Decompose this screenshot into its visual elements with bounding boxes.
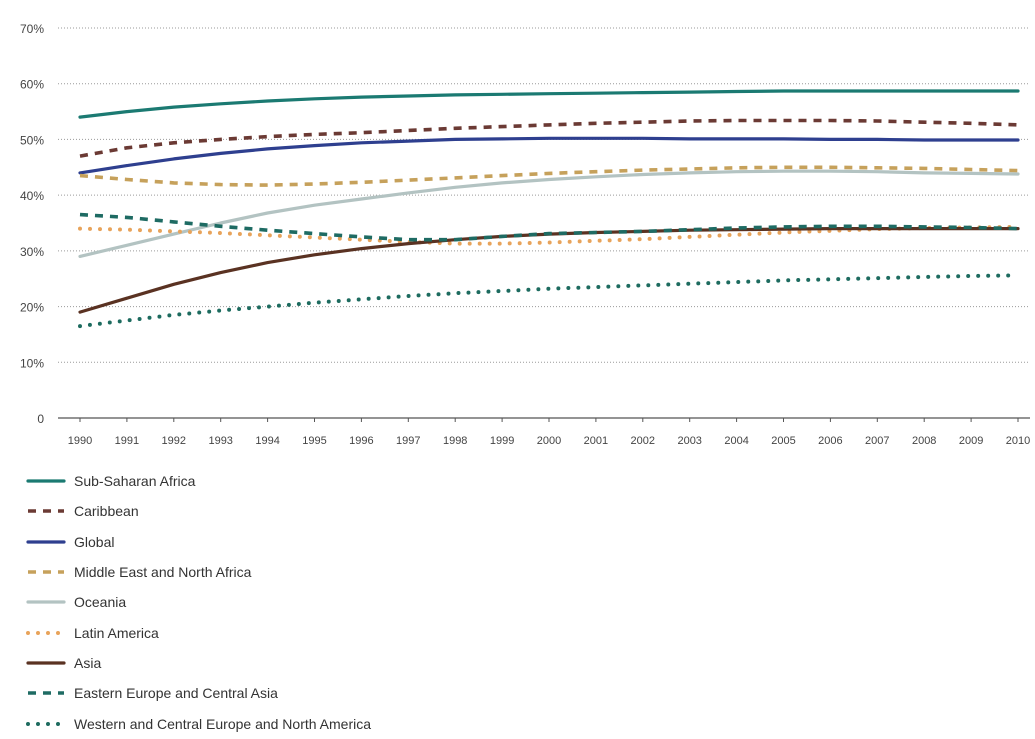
- x-tick-label: 2006: [818, 435, 842, 447]
- gridlines: [58, 27, 1030, 363]
- legend-label: Middle East and North Africa: [74, 564, 252, 581]
- x-tick-label: 1998: [443, 435, 467, 447]
- legend-item: Global: [26, 527, 371, 557]
- legend-swatch: [26, 479, 66, 483]
- x-tick-label: 1999: [490, 435, 514, 447]
- x-tick-label: 2004: [724, 435, 748, 447]
- series-lines: [78, 89, 1020, 329]
- legend-label: Western and Central Europe and North Ame…: [74, 715, 372, 732]
- series-line-oceania: [78, 169, 1020, 258]
- x-tick-label: 1995: [302, 435, 326, 447]
- legend-item: Caribbean: [26, 496, 371, 526]
- axes: 0 10% 20% 30% 40% 50% 60% 70% 1990 1991 1992 1993 19…: [20, 22, 1030, 447]
- series-line-western-and-central-europe-and-north-america: [78, 273, 1020, 329]
- legend-label: Oceania: [74, 594, 127, 611]
- series-line-sub-saharan-africa: [78, 89, 1020, 119]
- y-tick-label: 70%: [20, 22, 44, 36]
- y-tick-label: 40%: [20, 189, 44, 203]
- legend-item: Latin America: [26, 617, 371, 647]
- series-line-global: [78, 136, 1020, 175]
- legend-label: Global: [74, 533, 115, 550]
- legend-label: Asia: [74, 654, 102, 671]
- legend-item: Western and Central Europe and North Ame…: [26, 708, 371, 738]
- x-tick-label: 2000: [537, 435, 561, 447]
- legend-item: Oceania: [26, 587, 371, 617]
- x-tick-label: 2001: [584, 435, 608, 447]
- legend-swatch: [26, 721, 66, 726]
- legend-label: Sub-Saharan Africa: [74, 473, 196, 490]
- legend-label: Eastern Europe and Central Asia: [74, 685, 278, 702]
- x-tick-label: 2008: [912, 435, 936, 447]
- y-tick-label: 60%: [20, 78, 44, 92]
- y-tick-label: 30%: [20, 245, 44, 259]
- x-tick-label: 2010: [1006, 435, 1030, 447]
- legend-swatch: [28, 691, 64, 696]
- legend-item: Middle East and North Africa: [26, 557, 371, 587]
- x-tick-label: 1990: [68, 435, 92, 447]
- y-tick-label: 10%: [20, 356, 44, 370]
- x-tick-label: 1994: [255, 435, 279, 447]
- legend-swatch: [26, 661, 66, 665]
- series-line-middle-east-and-north-africa: [79, 165, 1019, 187]
- legend-item: Eastern Europe and Central Asia: [26, 678, 371, 708]
- x-tick-label: 1996: [349, 435, 373, 447]
- series-line-eastern-europe-and-central-asia: [79, 212, 1019, 242]
- legend-swatch: [28, 570, 64, 574]
- x-tick-label: 2003: [677, 435, 701, 447]
- x-tick-label: 1992: [162, 435, 186, 447]
- legend-label: Caribbean: [74, 503, 139, 520]
- series-line-caribbean: [79, 118, 1019, 158]
- legend: Sub-Saharan Africa Caribbean Global Middle …: [26, 466, 371, 739]
- y-tick-label: 20%: [20, 301, 44, 315]
- x-tick-label: 2009: [959, 435, 983, 447]
- x-tick-label: 1993: [208, 435, 232, 447]
- legend-swatch: [26, 600, 66, 604]
- legend-label: Latin America: [74, 624, 159, 641]
- legend-swatch: [26, 540, 66, 544]
- x-tick-label: 2007: [865, 435, 889, 447]
- x-tick-label: 1991: [115, 435, 139, 447]
- legend-swatch: [26, 630, 66, 635]
- x-tick-label: 2005: [771, 435, 795, 447]
- legend-item: Sub-Saharan Africa: [26, 466, 371, 496]
- series-line-latin-america: [78, 224, 1020, 246]
- y-tick-label: 50%: [20, 133, 44, 147]
- line-chart: 0 10% 20% 30% 40% 50% 60% 70% 1990 1991 1992 1993 19…: [20, 22, 1030, 447]
- legend-item: Asia: [26, 648, 371, 678]
- x-tick-label: 2002: [631, 435, 655, 447]
- y-tick-label: 0: [37, 412, 44, 426]
- legend-swatch: [28, 509, 64, 514]
- x-tick-label: 1997: [396, 435, 420, 447]
